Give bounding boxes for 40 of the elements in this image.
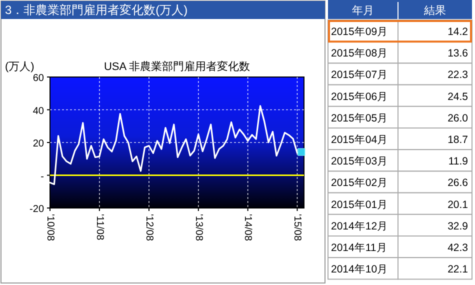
data-label: 22.1 (448, 264, 468, 276)
text: 年月 (352, 5, 374, 17)
y-tick-label: 60 (32, 73, 44, 84)
data-label: 18.7 (448, 134, 468, 146)
y-tick-label: -20 (30, 204, 44, 215)
category-label: 2015年04月 (331, 134, 388, 146)
category-label: 2015年09月 (331, 26, 388, 38)
category-label: 2015年05月 (331, 112, 388, 124)
chart-subtitle: USA 非農業部門雇用者変化数 (104, 60, 250, 73)
x-tick-label: '10/08 (44, 214, 56, 242)
category-label: 2015年07月 (331, 69, 388, 82)
category-label: 2014年12月 (331, 220, 388, 232)
chart-title: 3．非農業部門雇用者変化数(万人) (5, 3, 188, 17)
data-label: 32.9 (448, 220, 468, 232)
x-tick-label: '15/08 (292, 214, 303, 242)
data-label: 22.3 (448, 69, 468, 82)
y-tick-label: 20 (32, 138, 44, 150)
data-label: 11.9 (448, 156, 468, 168)
category-label: 2015年02月 (331, 177, 388, 190)
y-axis-title: (万人) (5, 61, 34, 73)
data-label: 26.0 (448, 112, 468, 124)
category-label: 2015年01月 (331, 198, 388, 211)
data-label: 14.2 (448, 26, 468, 38)
category-label: 2014年10月 (331, 264, 388, 276)
data-label: 24.5 (448, 90, 468, 103)
x-tick-label: '14/08 (242, 214, 254, 242)
y-tick-label: - (40, 171, 44, 182)
x-tick-label: '13/08 (192, 214, 204, 242)
category-label: 2015年08月 (331, 48, 388, 60)
category-label: 2015年03月 (331, 156, 388, 168)
text: 結果 (423, 5, 446, 17)
data-label: 20.1 (448, 198, 468, 211)
x-tick-label: '11/08 (94, 214, 105, 241)
x-tick-label: '12/08 (143, 214, 154, 242)
y-tick-label: 40 (32, 106, 44, 117)
data-label: 26.6 (448, 177, 468, 190)
data-label: 13.6 (448, 48, 468, 60)
category-label: 2014年11月 (331, 242, 388, 254)
data-label: 42.3 (448, 242, 468, 254)
category-label: 2015年06月 (331, 90, 388, 103)
